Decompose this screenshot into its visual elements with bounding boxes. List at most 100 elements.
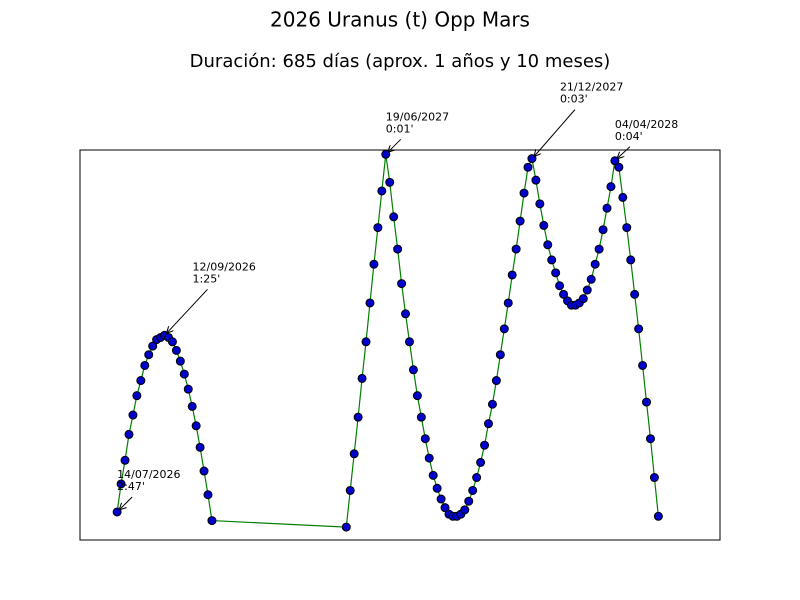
data-point xyxy=(207,516,217,526)
data-point xyxy=(531,175,541,185)
annotation-date: 14/07/2026 xyxy=(117,468,180,481)
data-point xyxy=(345,485,355,495)
data-point xyxy=(499,324,509,334)
data-point xyxy=(472,473,482,483)
data-point xyxy=(349,449,359,459)
data-point xyxy=(393,244,403,254)
data-point xyxy=(645,434,655,444)
data-point xyxy=(476,457,486,467)
data-point xyxy=(128,410,138,420)
data-point xyxy=(547,255,557,265)
data-point xyxy=(559,289,569,299)
data-point xyxy=(630,289,640,299)
annotation-label: 2:47' xyxy=(117,480,145,493)
data-point xyxy=(507,270,517,280)
data-point xyxy=(416,412,426,422)
data-point xyxy=(420,434,430,444)
data-point xyxy=(373,223,383,233)
data-point xyxy=(377,186,387,196)
chart-title: 2026 Uranus (t) Opp Mars xyxy=(270,8,530,32)
data-point xyxy=(144,350,154,360)
plot-frame xyxy=(79,149,721,541)
data-point xyxy=(523,162,533,172)
data-point xyxy=(116,479,126,489)
data-point xyxy=(638,360,648,370)
chart-subtitle: Duración: 685 días (aprox. 1 años y 10 m… xyxy=(190,51,611,72)
data-point xyxy=(551,268,561,278)
data-point xyxy=(519,188,529,198)
data-point xyxy=(183,384,193,394)
data-point xyxy=(539,220,549,230)
data-point xyxy=(483,419,493,429)
data-point xyxy=(187,401,197,411)
data-point xyxy=(515,216,525,226)
data-point xyxy=(464,496,474,506)
data-point xyxy=(199,466,209,476)
data-point xyxy=(602,203,612,213)
data-point xyxy=(594,244,604,254)
data-point xyxy=(586,274,596,284)
data-point xyxy=(626,255,636,265)
data-point xyxy=(582,285,592,295)
data-point xyxy=(124,429,134,439)
data-point xyxy=(120,455,130,465)
data-point xyxy=(653,511,663,521)
data-point xyxy=(487,399,497,409)
data-point xyxy=(397,279,407,289)
annotation-label: 0:03' xyxy=(560,93,588,106)
annotation-arrow xyxy=(119,496,133,510)
data-point xyxy=(361,337,371,347)
annotation-arrow xyxy=(534,109,576,157)
data-point xyxy=(341,522,351,532)
annotation-date: 19/06/2027 xyxy=(386,110,449,123)
data-point xyxy=(436,494,446,504)
data-point xyxy=(353,412,363,422)
data-point xyxy=(171,345,181,355)
data-point xyxy=(642,397,652,407)
data-point xyxy=(412,391,422,401)
data-point xyxy=(365,298,375,308)
data-point xyxy=(140,360,150,370)
data-point xyxy=(578,294,588,304)
data-point xyxy=(590,259,600,269)
annotation-date: 21/12/2027 xyxy=(560,81,623,94)
data-point xyxy=(195,442,205,452)
data-point xyxy=(357,373,367,383)
data-point xyxy=(634,324,644,334)
annotation-arrow xyxy=(388,138,402,152)
data-point xyxy=(503,298,513,308)
data-point xyxy=(440,503,450,513)
data-point xyxy=(424,453,434,463)
data-point xyxy=(649,473,659,483)
data-point xyxy=(428,470,438,480)
data-point xyxy=(175,356,185,366)
data-point xyxy=(401,309,411,319)
data-point xyxy=(622,223,632,233)
data-line xyxy=(116,154,659,528)
annotation-label: 0:01' xyxy=(386,122,414,135)
data-point xyxy=(385,177,395,187)
data-point xyxy=(495,350,505,360)
data-point xyxy=(555,281,565,291)
annotation-arrow xyxy=(167,288,208,333)
data-point xyxy=(167,337,177,347)
data-point xyxy=(543,240,553,250)
data-point xyxy=(614,162,624,172)
data-point xyxy=(408,365,418,375)
data-point xyxy=(468,485,478,495)
data-point xyxy=(191,421,201,431)
annotation-date: 12/09/2026 xyxy=(193,260,256,273)
data-point xyxy=(598,225,608,235)
data-point xyxy=(535,199,545,209)
annotation-label: 1:25' xyxy=(193,272,221,285)
annotation-arrow xyxy=(617,146,631,159)
data-point xyxy=(179,369,189,379)
annotation-date: 04/04/2028 xyxy=(615,118,678,131)
data-point xyxy=(618,192,628,202)
data-point xyxy=(491,376,501,386)
data-point xyxy=(432,483,442,493)
data-point xyxy=(203,490,213,500)
data-point xyxy=(480,440,490,450)
